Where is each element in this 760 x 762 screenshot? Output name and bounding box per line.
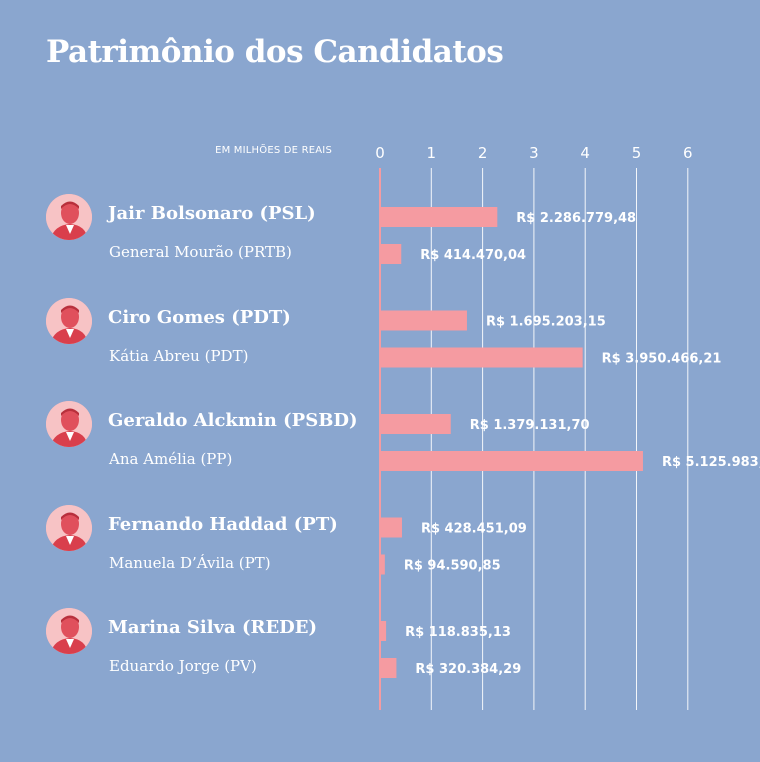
candidate-bar	[380, 207, 498, 227]
candidate-name: Jair Bolsonaro (PSL)	[108, 203, 316, 224]
vice-name: General Mourão (PRTB)	[109, 243, 292, 261]
candidate-value-label: R$ 118.835,13	[405, 625, 511, 640]
vice-bar	[380, 554, 385, 575]
portrait-icon	[46, 297, 92, 344]
vice-value-label: R$ 3.950.466,21	[602, 352, 722, 367]
vice-value-label: R$ 414.470,04	[420, 248, 526, 263]
vice-name: Ana Amélia (PP)	[109, 450, 233, 468]
candidate-avatar	[46, 608, 92, 654]
candidate-name: Fernando Haddad (PT)	[108, 513, 338, 535]
tick-label: 3	[529, 144, 539, 162]
tick-label: 1	[427, 144, 437, 162]
vice-name: Manuela D’Ávila (PT)	[109, 553, 271, 572]
candidate-bar	[380, 517, 402, 538]
vice-bar	[380, 347, 583, 368]
tick-label: 6	[683, 144, 693, 162]
candidate-bar	[380, 310, 467, 331]
tick-label: 5	[632, 144, 642, 162]
portrait-icon	[46, 194, 92, 240]
candidate-avatar	[46, 297, 92, 344]
candidate-value-label: R$ 2.286.779,48	[516, 211, 636, 226]
axis-unit-label: EM MILHÕES DE REAIS	[215, 145, 332, 156]
candidate-value-label: R$ 1.379.131,70	[470, 418, 590, 433]
candidate-avatar	[46, 194, 92, 240]
chart-title: Patrimônio dos Candidatos	[46, 34, 504, 70]
portrait-icon	[46, 504, 92, 551]
vice-bar	[380, 244, 402, 264]
candidate-avatar	[46, 401, 92, 447]
vice-name: Kátia Abreu (PDT)	[109, 346, 249, 365]
vice-value-label: R$ 5.125.983,92	[662, 455, 760, 470]
vice-bar	[380, 451, 643, 471]
vice-value-label: R$ 320.384,29	[415, 662, 521, 677]
candidate-avatar	[46, 504, 92, 551]
vice-name: Eduardo Jorge (PV)	[109, 657, 257, 675]
candidate-value-label: R$ 1.695.203,15	[486, 315, 606, 330]
vice-value-label: R$ 94.590,85	[404, 559, 501, 574]
candidate-value-label: R$ 428.451,09	[421, 522, 527, 537]
candidate-bar	[380, 621, 387, 641]
portrait-icon	[46, 401, 92, 447]
candidate-bar	[380, 414, 451, 434]
candidate-name: Marina Silva (REDE)	[108, 617, 318, 638]
tick-label: 4	[580, 144, 590, 162]
tick-label: 2	[478, 144, 488, 162]
candidate-name: Geraldo Alckmin (PSBD)	[108, 410, 358, 431]
candidate-name: Ciro Gomes (PDT)	[108, 306, 291, 328]
tick-label: 0	[375, 144, 385, 162]
portrait-icon	[46, 608, 92, 654]
vice-bar	[380, 658, 397, 678]
